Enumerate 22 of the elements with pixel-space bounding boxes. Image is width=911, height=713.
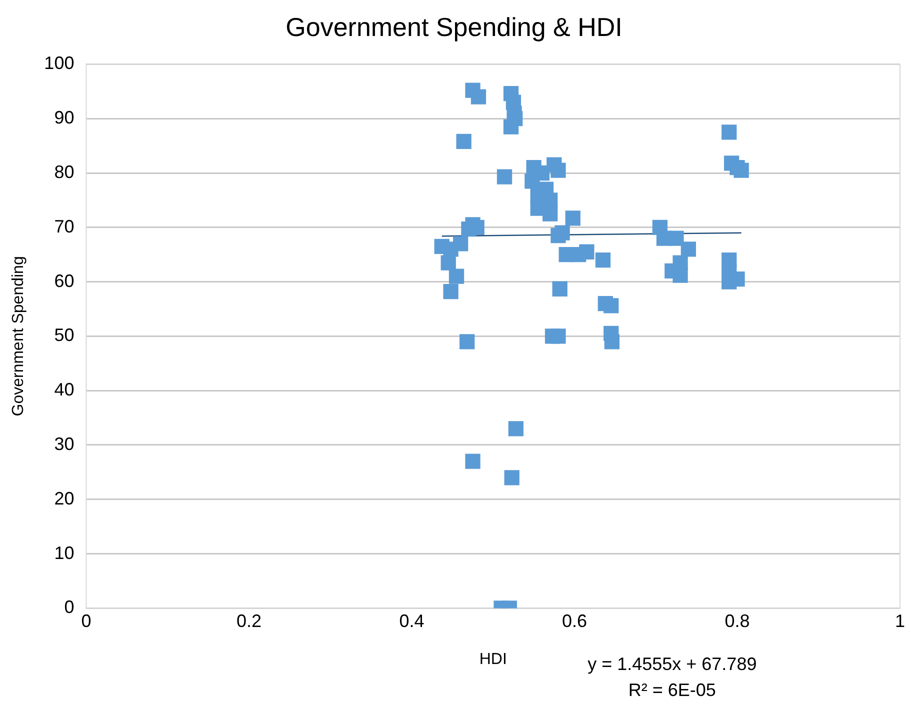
y-tick-label: 0 xyxy=(64,597,74,618)
x-tick-label: 0.2 xyxy=(236,610,262,631)
y-tick-label: 70 xyxy=(54,216,74,236)
y-tick-label: 40 xyxy=(54,380,74,400)
y-tick-label: 20 xyxy=(54,488,74,508)
y-axis-title: Government Spending xyxy=(10,256,28,416)
chart-title: Government Spending & HDI xyxy=(286,12,622,42)
text: R² = 6E-05 xyxy=(628,680,716,700)
y-tick-label: 90 xyxy=(54,108,74,128)
y-tick-label: 10 xyxy=(54,542,74,563)
y-tick-label: 100 xyxy=(44,53,74,74)
y-tick-label: 80 xyxy=(54,162,74,182)
x-tick-label: 0 xyxy=(81,610,92,631)
x-tick-label: 0.6 xyxy=(562,610,588,631)
y-tick-label: 60 xyxy=(54,270,74,291)
x-tick-label: 0.4 xyxy=(399,610,424,631)
y-tick-label: 50 xyxy=(54,325,74,346)
x-axis-title: HDI xyxy=(479,650,507,668)
x-tick-label: 0.8 xyxy=(724,610,750,631)
x-tick-label: 1 xyxy=(894,610,906,631)
text: y = 1.4555x + 67.789 xyxy=(588,654,757,674)
y-tick-label: 30 xyxy=(54,434,74,454)
